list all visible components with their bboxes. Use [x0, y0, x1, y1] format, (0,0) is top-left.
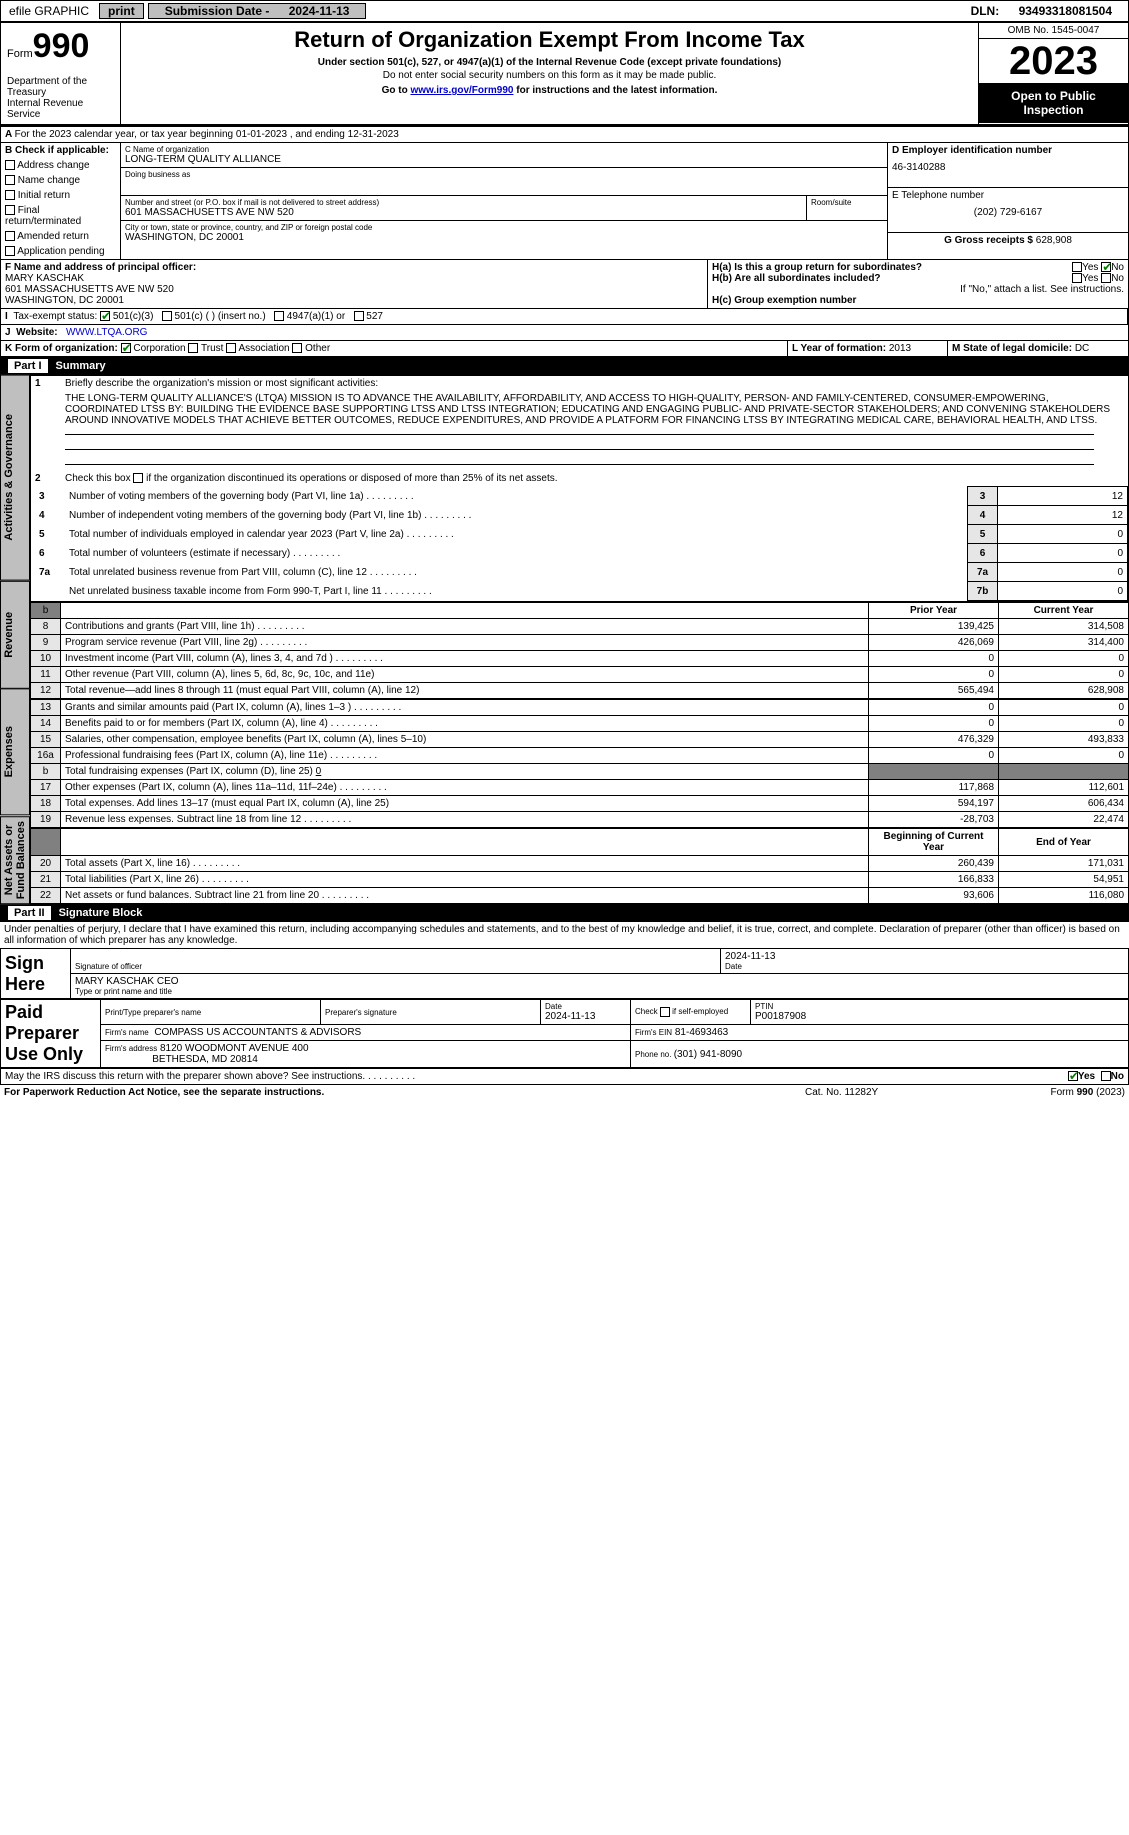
perjury-statement: Under penalties of perjury, I declare th… [0, 922, 1129, 948]
year-formation: 2013 [889, 343, 911, 354]
self-employed-checkbox[interactable] [660, 1007, 670, 1017]
section-a-block: A For the 2023 calendar year, or tax yea… [0, 126, 1129, 357]
corp-checkbox[interactable] [121, 343, 131, 353]
discuss-yes-checkbox[interactable] [1068, 1071, 1078, 1081]
amended-return-checkbox[interactable] [5, 231, 15, 241]
501c3-checkbox[interactable] [100, 311, 110, 321]
name-change-checkbox[interactable] [5, 175, 15, 185]
expenses-table: 13Grants and similar amounts paid (Part … [30, 699, 1129, 828]
discuss-no-checkbox[interactable] [1101, 1071, 1111, 1081]
gross-value: 628,908 [1036, 235, 1072, 246]
print-button[interactable]: print [99, 3, 144, 19]
part-1-header: Part ISummary [0, 357, 1129, 375]
year-formation-label: L Year of formation: [792, 343, 889, 354]
org-name-label: C Name of organization [125, 145, 883, 154]
irs-label: Internal Revenue Service [7, 98, 114, 120]
governance-table: 3Number of voting members of the governi… [31, 486, 1128, 601]
form-number-block: Form990 Department of the Treasury Inter… [1, 23, 121, 124]
h-b-note: If "No," attach a list. See instructions… [712, 284, 1124, 295]
footer: For Paperwork Reduction Act Notice, see … [0, 1085, 1129, 1100]
line-2: Check this box if the organization disco… [65, 473, 1124, 484]
form-subtitle: Under section 501(c), 527, or 4947(a)(1)… [127, 57, 972, 68]
dln-field: DLN: 93493318081504 [955, 4, 1128, 18]
line-1-label: Briefly describe the organization's miss… [65, 378, 1124, 389]
website-label: Website: [16, 327, 58, 338]
irs-link[interactable]: www.irs.gov/Form990 [410, 85, 513, 96]
assoc-checkbox[interactable] [226, 343, 236, 353]
ha-no-checkbox[interactable] [1101, 262, 1111, 272]
state-domicile: DC [1075, 343, 1089, 354]
phone-label: E Telephone number [892, 190, 1124, 201]
line-2-checkbox[interactable] [133, 473, 143, 483]
527-checkbox[interactable] [354, 311, 364, 321]
mission-text: THE LONG-TERM QUALITY ALLIANCE'S (LTQA) … [31, 391, 1128, 428]
h-b-line: H(b) Are all subordinates included? Yes … [712, 273, 1124, 284]
ptin-value: P00187908 [755, 1011, 806, 1022]
state-domicile-label: M State of legal domicile: [952, 343, 1075, 354]
application-pending-checkbox[interactable] [5, 246, 15, 256]
form-of-org: K Form of organization: Corporation Trus… [1, 341, 788, 356]
revenue-table: bPrior YearCurrent Year 8Contributions a… [30, 602, 1129, 699]
hb-no-checkbox[interactable] [1101, 273, 1111, 283]
other-checkbox[interactable] [292, 343, 302, 353]
city-label: City or town, state or province, country… [125, 223, 883, 232]
4947-checkbox[interactable] [274, 311, 284, 321]
website-value[interactable]: WWW.LTQA.ORG [66, 327, 147, 338]
submission-date-button[interactable]: Submission Date - 2024-11-13 [148, 3, 367, 19]
ssn-note: Do not enter social security numbers on … [127, 70, 972, 81]
calendar-year-line: A For the 2023 calendar year, or tax yea… [1, 127, 1128, 143]
firm-name: COMPASS US ACCOUNTANTS & ADVISORS [154, 1027, 361, 1038]
officer-block: F Name and address of principal officer:… [1, 260, 708, 308]
street-label: Number and street (or P.O. box if mail i… [125, 198, 802, 207]
dept-label: Department of the Treasury [7, 76, 114, 98]
officer-signature: MARY KASCHAK CEO [75, 976, 179, 987]
expenses-tab: Expenses [0, 688, 30, 815]
street-address: 601 MASSACHUSETTS AVE NW 520 [125, 207, 802, 218]
org-name: LONG-TERM QUALITY ALLIANCE [125, 154, 883, 165]
activities-tab: Activities & Governance [0, 375, 30, 581]
part-2-header: Part IISignature Block [0, 904, 1129, 922]
ein-value: 46-3140288 [892, 156, 1124, 173]
efile-label: efile GRAPHIC [1, 4, 97, 18]
dba-label: Doing business as [125, 170, 883, 179]
room-label: Room/suite [811, 198, 883, 207]
paid-preparer-label: Paid Preparer Use Only [1, 1000, 101, 1068]
city-value: WASHINGTON, DC 20001 [125, 232, 883, 243]
net-assets-tab: Net Assets or Fund Balances [0, 816, 30, 904]
final-return-checkbox[interactable] [5, 205, 15, 215]
tax-exempt-label: Tax-exempt status: [13, 311, 97, 322]
goto-link-line: Go to www.irs.gov/Form990 for instructio… [127, 85, 972, 96]
501c-checkbox[interactable] [162, 311, 172, 321]
top-toolbar: efile GRAPHIC print Submission Date - 20… [0, 0, 1129, 22]
phone-value: (202) 729-6167 [892, 201, 1124, 218]
h-c-line: H(c) Group exemption number [712, 295, 1124, 306]
discuss-line: May the IRS discuss this return with the… [0, 1068, 1129, 1085]
form-title: Return of Organization Exempt From Incom… [127, 27, 972, 53]
omb-number: OMB No. 1545-0047 [979, 23, 1128, 39]
net-assets-table: Beginning of Current YearEnd of Year 20T… [30, 828, 1129, 904]
col-b-checkboxes: B Check if applicable: Address change Na… [1, 143, 121, 259]
firm-address-1: 8120 WOODMONT AVENUE 400 [160, 1043, 309, 1054]
gross-label: G Gross receipts $ [944, 235, 1036, 246]
ein-label: D Employer identification number [892, 145, 1052, 156]
hb-yes-checkbox[interactable] [1072, 273, 1082, 283]
firm-phone: (301) 941-8090 [674, 1049, 742, 1060]
paid-preparer-table: Paid Preparer Use Only Print/Type prepar… [0, 999, 1129, 1068]
initial-return-checkbox[interactable] [5, 190, 15, 200]
h-a-line: H(a) Is this a group return for subordin… [712, 262, 1124, 273]
tax-year: 2023 [979, 39, 1128, 83]
open-to-public: Open to Public Inspection [979, 83, 1128, 123]
revenue-tab: Revenue [0, 581, 30, 689]
sign-here-label: Sign Here [1, 949, 71, 999]
firm-address-2: BETHESDA, MD 20814 [152, 1054, 258, 1065]
sign-here-table: Sign Here Signature of officer 2024-11-1… [0, 948, 1129, 999]
trust-checkbox[interactable] [188, 343, 198, 353]
address-change-checkbox[interactable] [5, 160, 15, 170]
ha-yes-checkbox[interactable] [1072, 262, 1082, 272]
form-header: Form990 Department of the Treasury Inter… [0, 22, 1129, 126]
firm-ein: 81-4693463 [675, 1027, 728, 1038]
